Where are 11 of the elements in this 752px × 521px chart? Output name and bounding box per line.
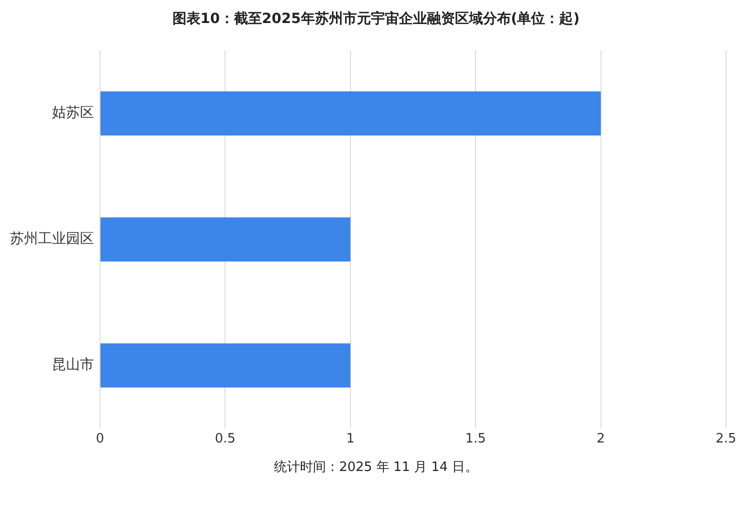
chart-title: 图表10：截至2025年苏州市元宇宙企业融资区域分布(单位：起) (171, 10, 581, 28)
x-tick-label: 2 (596, 432, 605, 447)
y-tick-label: 苏州工业园区 (10, 231, 94, 248)
y-tick-label: 昆山市 (52, 357, 94, 374)
text: 统计时间：2025 年 11 月 14 日。 (273, 459, 479, 476)
y-tick-label: 姑苏区 (52, 105, 94, 122)
x-tick-label: 0 (96, 432, 104, 447)
x-tick-label: 0.5 (214, 432, 236, 447)
x-tick-label: 2.5 (716, 432, 736, 447)
x-tick-label: 1 (346, 432, 355, 447)
x-tick-label: 1.5 (465, 432, 486, 447)
